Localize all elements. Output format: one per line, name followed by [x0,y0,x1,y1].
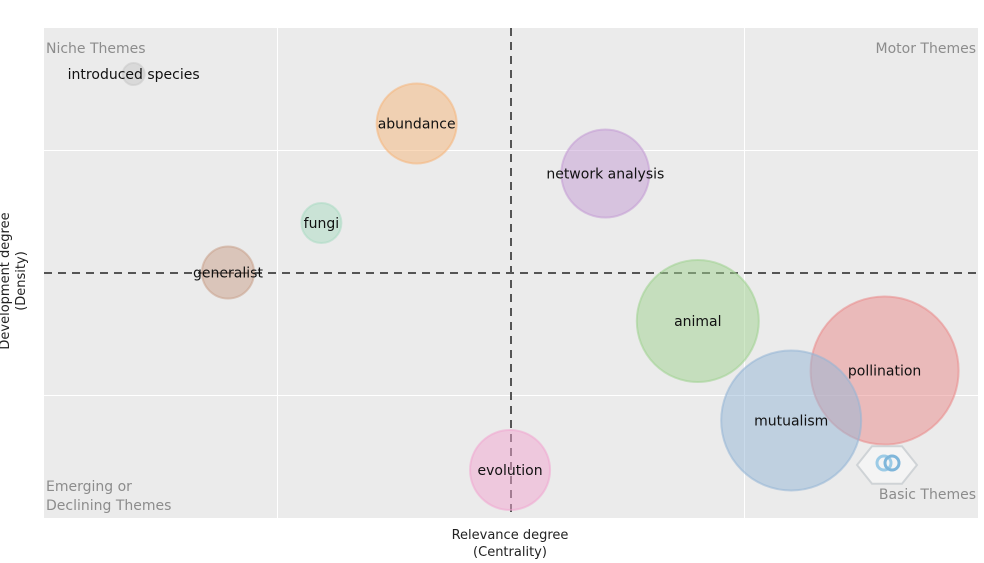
bubble-generalist [200,245,255,300]
quadrant-label-motor: Motor Themes [876,41,977,57]
bubble-label-evolution: evolution [478,463,543,479]
quadrant-label-basic: Basic Themes [879,487,976,503]
bubble-label-mutualism: mutualism [754,413,828,429]
bubble-abundance [375,82,458,165]
x-axis-label: Relevance degree (Centrality) [410,527,610,561]
bubble-fungi [300,202,343,245]
quadrant-labels: Niche Themes Motor Themes Emerging or De… [46,41,976,514]
bubbles [121,62,960,511]
bubble-label-animal: animal [674,314,721,330]
bubble-evolution [469,428,552,511]
bubble-label-network-analysis: network analysis [546,167,664,183]
bubble-label-abundance: abundance [378,117,456,133]
bubble-label-introduced-species: introduced species [68,67,200,83]
x-axis-label-line1: Relevance degree [451,528,569,543]
bubble-label-pollination: pollination [848,364,921,380]
bubble-introduced-species [121,62,146,87]
bubble-label-fungi: fungi [304,216,339,232]
bubble-labels: introduced species abundance network analy… [68,67,922,479]
quadrant-label-emerging-line2: Declining Themes [46,498,171,514]
bibliometrix-logo-icon [855,445,919,485]
x-axis-label-line2: (Centrality) [473,545,547,560]
y-axis-label-line2: (Density) [14,251,29,311]
bubble-mutualism [720,349,863,492]
bubble-label-generalist: generalist [193,266,263,282]
y-axis-label: Development degree (Density) [0,191,30,371]
bubble-animal [635,259,760,384]
y-axis-label-line1: Development degree [0,212,13,350]
quadrant-label-emerging-line1: Emerging or [46,479,132,495]
bubble-network-analysis [560,128,651,219]
quadrant-label-niche: Niche Themes [46,41,146,57]
